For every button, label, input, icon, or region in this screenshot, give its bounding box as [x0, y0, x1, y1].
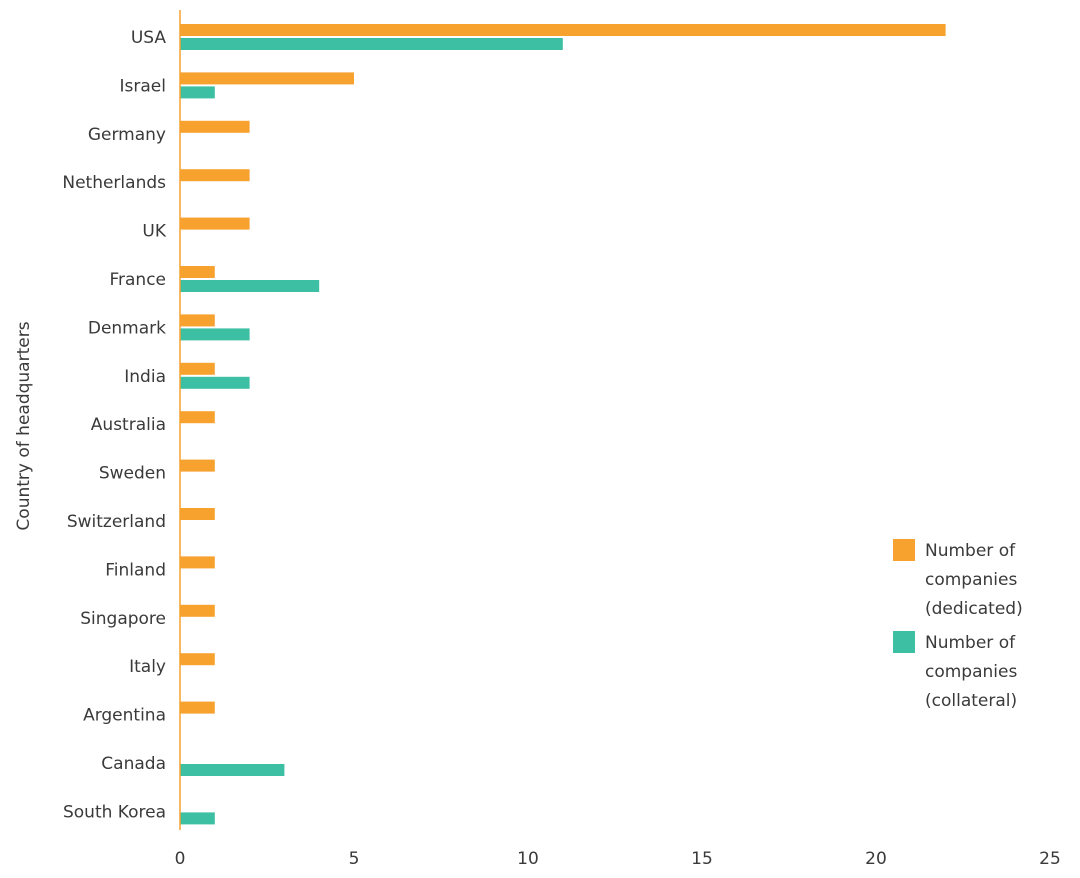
legend: Number of companies (dedicated) Number of co… — [893, 539, 1023, 711]
x-tick-labels: 0 5 10 15 20 25 — [175, 849, 1061, 869]
legend-label: companies — [925, 662, 1017, 682]
bars-group — [180, 24, 946, 825]
category-label: Switzerland — [67, 512, 166, 532]
bar-collateral — [180, 280, 320, 292]
x-tick-label: 5 — [349, 849, 360, 869]
category-label: Italy — [129, 657, 166, 677]
legend-label: (dedicated) — [925, 599, 1023, 619]
category-label: France — [109, 270, 166, 290]
category-label: Canada — [101, 754, 166, 774]
bar-dedicated — [180, 314, 215, 327]
legend-swatch — [893, 631, 915, 653]
category-label: India — [124, 367, 166, 387]
x-tick-label: 0 — [175, 849, 186, 869]
bar-dedicated — [180, 411, 215, 424]
category-label: Israel — [120, 76, 166, 96]
legend-label: companies — [925, 570, 1017, 590]
bar-dedicated — [180, 459, 215, 472]
bar-dedicated — [180, 72, 354, 85]
bar-collateral — [180, 764, 285, 776]
x-tick-label: 10 — [517, 849, 539, 869]
category-label: Sweden — [99, 464, 166, 484]
bar-collateral — [180, 328, 250, 341]
legend-label: Number of — [925, 541, 1016, 561]
category-labels: USA Israel Germany Netherlands UK France Denma… — [62, 28, 166, 822]
category-label: Australia — [91, 415, 166, 435]
bar-collateral — [180, 376, 250, 389]
category-label: UK — [142, 222, 166, 242]
category-label: Germany — [88, 125, 166, 145]
bar-dedicated — [180, 508, 215, 520]
x-tick-label: 20 — [865, 849, 887, 869]
bar-dedicated — [180, 556, 215, 569]
x-tick-label: 25 — [1039, 849, 1061, 869]
category-label: Finland — [105, 560, 166, 580]
bar-dedicated — [180, 701, 215, 714]
bar-collateral — [180, 812, 215, 825]
category-label: Singapore — [80, 609, 166, 629]
bar-dedicated — [180, 653, 215, 666]
bar-dedicated — [180, 169, 250, 182]
category-label: USA — [131, 28, 167, 48]
category-label: Argentina — [83, 706, 166, 726]
bar-dedicated — [180, 266, 215, 278]
x-tick-label: 15 — [691, 849, 713, 869]
category-label: Netherlands — [62, 173, 166, 193]
category-label: Denmark — [88, 318, 166, 338]
legend-label: (collateral) — [925, 691, 1017, 711]
bar-collateral — [180, 38, 563, 50]
bar-collateral — [180, 86, 215, 99]
bar-dedicated — [180, 604, 215, 617]
legend-label: Number of — [925, 633, 1016, 653]
bar-dedicated — [180, 217, 250, 230]
category-label: South Korea — [63, 802, 166, 822]
bar-dedicated — [180, 24, 946, 36]
y-axis-title: Country of headquarters — [14, 321, 34, 530]
legend-swatch — [893, 539, 915, 561]
bar-dedicated — [180, 120, 250, 133]
bar-dedicated — [180, 362, 215, 375]
